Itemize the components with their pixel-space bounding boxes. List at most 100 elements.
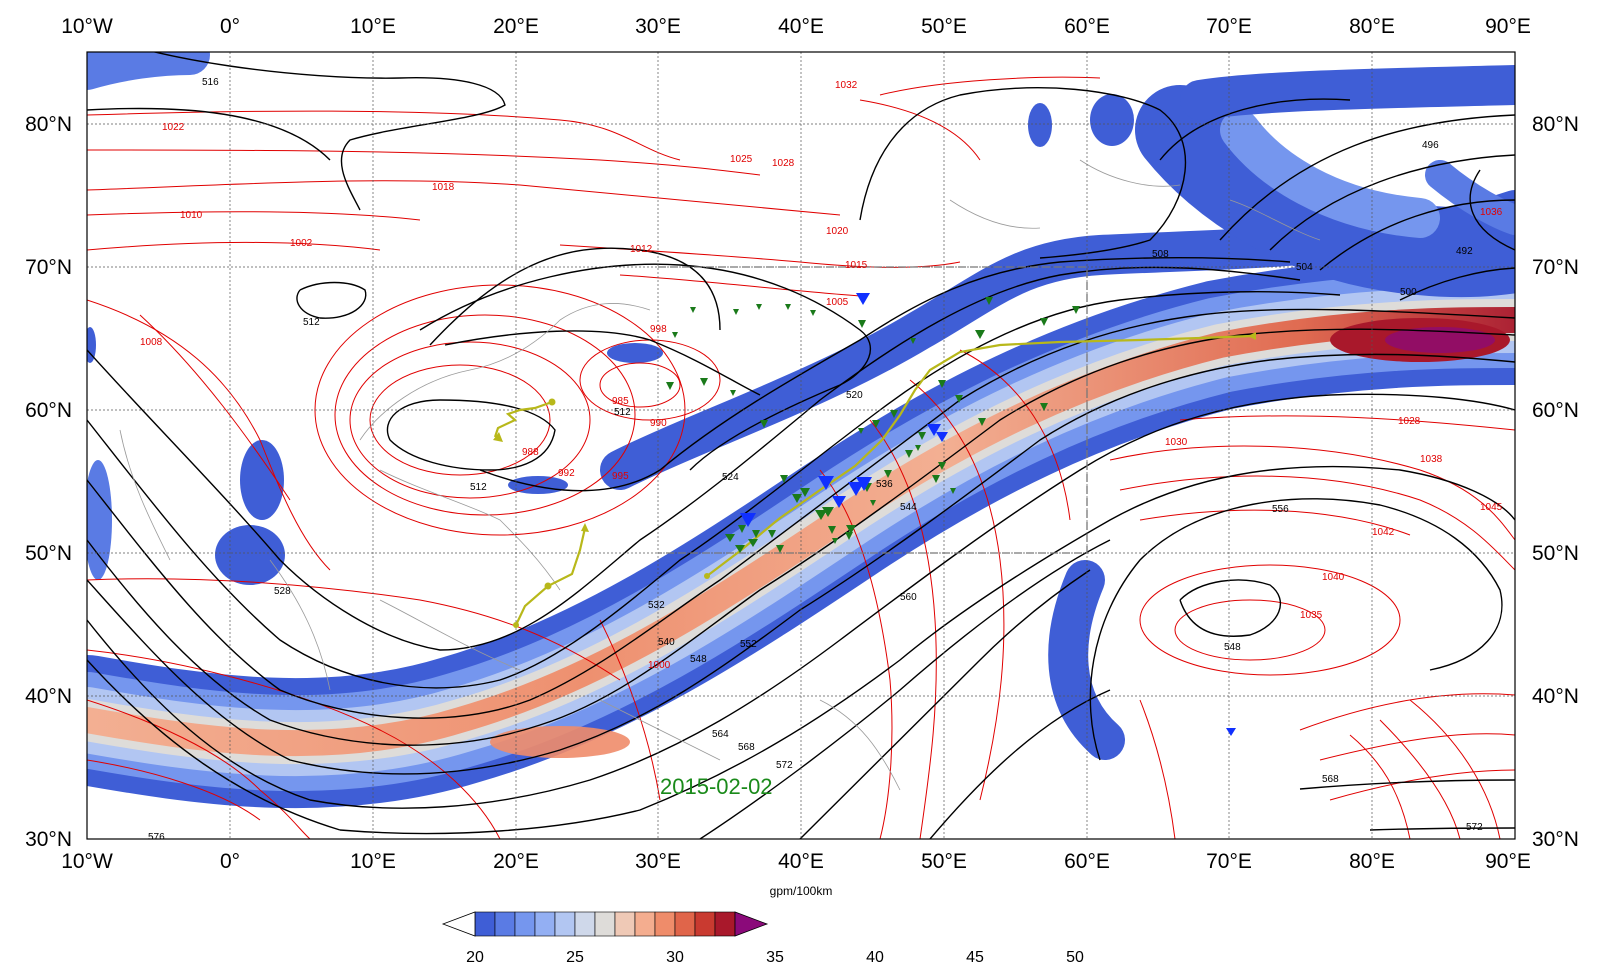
height-label: 568 <box>738 742 755 753</box>
cyclone-tracks <box>493 334 1253 626</box>
pressure-label: 1020 <box>826 226 849 237</box>
colorbar-under-arrow <box>441 911 476 937</box>
height-label: 544 <box>900 502 917 513</box>
height-label: 568 <box>1322 774 1339 785</box>
coastlines <box>119 159 1321 791</box>
lon-label: 60°E <box>1064 15 1110 38</box>
height-label: 536 <box>876 479 893 490</box>
pressure-label: 990 <box>650 418 667 429</box>
colorbar-segment <box>594 911 616 937</box>
pressure-label: 992 <box>558 468 575 479</box>
pressure-label: 1002 <box>290 238 313 249</box>
green-markers <box>666 297 1080 553</box>
height-label: 512 <box>303 317 320 328</box>
lon-label: 60°E <box>1064 850 1110 873</box>
height-contours <box>87 52 1515 839</box>
height-label: 504 <box>1296 262 1313 273</box>
height-label: 540 <box>658 637 675 648</box>
pressure-label: 1028 <box>772 158 795 169</box>
pressure-label: 1040 <box>1322 572 1345 583</box>
pressure-label: 1015 <box>845 260 868 271</box>
lat-labels-right: 80°N 70°N 60°N 50°N 40°N 30°N <box>1532 113 1579 851</box>
colorbar-tick-label: 30 <box>666 949 684 966</box>
lat-label: 70°N <box>25 256 72 279</box>
lon-label: 20°E <box>493 15 539 38</box>
date-label: 2015-02-02 <box>660 774 773 799</box>
lat-label: 30°N <box>25 828 72 851</box>
lon-label: 70°E <box>1206 15 1252 38</box>
colorbar-segment <box>614 911 636 937</box>
colorbar-segment <box>474 911 496 937</box>
height-label: 520 <box>846 390 863 401</box>
height-label: 512 <box>470 482 487 493</box>
pressure-label: 1032 <box>835 80 858 91</box>
colorbar-over-arrow <box>734 911 769 937</box>
pressure-label: 998 <box>650 324 667 335</box>
height-label: 556 <box>1272 504 1289 515</box>
colorbar-tick-label: 35 <box>766 949 784 966</box>
lat-label: 30°N <box>1532 828 1579 851</box>
height-label: 496 <box>1422 140 1439 151</box>
lat-label: 80°N <box>1532 113 1579 136</box>
height-label: 572 <box>776 760 793 771</box>
height-label: 492 <box>1456 246 1473 257</box>
colorbar-tick-labels: 20 25 30 35 40 45 50 <box>466 949 1084 966</box>
lon-label: 70°E <box>1206 850 1252 873</box>
pressure-label: 1025 <box>730 154 753 165</box>
colorbar-tick-label: 25 <box>566 949 584 966</box>
colorbar-segment <box>534 911 556 937</box>
lat-label: 60°N <box>1532 399 1579 422</box>
map-frame <box>86 51 1516 840</box>
jet-shading <box>87 52 1515 809</box>
lon-label: 40°E <box>778 850 824 873</box>
pressure-label: 1010 <box>180 210 203 221</box>
lon-labels-bottom: 10°W 0° 10°E 20°E 30°E 40°E 50°E 60°E 70… <box>61 850 1531 873</box>
lon-label: 30°E <box>635 15 681 38</box>
colorbar-segment <box>574 911 596 937</box>
lon-label: 10°E <box>350 850 396 873</box>
pressure-label: 1012 <box>630 244 653 255</box>
lon-label: 90°E <box>1485 15 1531 38</box>
lon-label: 80°E <box>1349 15 1395 38</box>
pressure-label: 1030 <box>1165 437 1188 448</box>
lon-label: 50°E <box>921 15 967 38</box>
pressure-label: 1042 <box>1372 527 1395 538</box>
lon-label: 40°E <box>778 15 824 38</box>
lat-label: 40°N <box>25 685 72 708</box>
lon-label: 50°E <box>921 850 967 873</box>
pressure-labels: 1032 1022 1025 1028 1018 1010 1002 1012 … <box>140 80 1503 671</box>
lat-label: 70°N <box>1532 256 1579 279</box>
lon-label: 30°E <box>635 850 681 873</box>
colorbar-segment <box>654 911 676 937</box>
colorbar-unit: gpm/100km <box>770 884 833 898</box>
lat-labels-left: 80°N 70°N 60°N 50°N 40°N 30°N <box>25 113 72 851</box>
colorbar-tick-label: 50 <box>1066 949 1084 966</box>
height-labels: 516 512 512 512 508 504 500 496 492 520 … <box>148 77 1483 843</box>
colorbar-segment <box>634 911 656 937</box>
colorbar-tick-label: 45 <box>966 949 984 966</box>
height-label: 560 <box>900 592 917 603</box>
blue-markers <box>740 293 1236 736</box>
pressure-label: 1035 <box>1300 610 1323 621</box>
lon-label: 90°E <box>1485 850 1531 873</box>
pressure-label: 1005 <box>826 297 849 308</box>
height-label: 552 <box>740 639 757 650</box>
height-label: 500 <box>1400 287 1417 298</box>
height-label: 548 <box>1224 642 1241 653</box>
height-label: 532 <box>648 600 665 611</box>
lat-label: 60°N <box>25 399 72 422</box>
height-label: 576 <box>148 832 165 843</box>
colorbar-segment <box>494 911 516 937</box>
map-layers: 1032 1022 1025 1028 1018 1010 1002 1012 … <box>87 52 1515 843</box>
height-label: 548 <box>690 654 707 665</box>
pressure-label: 1022 <box>162 122 185 133</box>
lat-label: 50°N <box>25 542 72 565</box>
pressure-label: 988 <box>522 447 539 458</box>
region-box <box>658 266 1088 554</box>
pressure-label: 1045 <box>1480 502 1503 513</box>
pressure-label: 995 <box>612 471 629 482</box>
colorbar-tick-label: 20 <box>466 949 484 966</box>
lon-label: 10°W <box>61 15 113 38</box>
track-points <box>493 332 1256 628</box>
pressure-label: 1000 <box>648 660 671 671</box>
